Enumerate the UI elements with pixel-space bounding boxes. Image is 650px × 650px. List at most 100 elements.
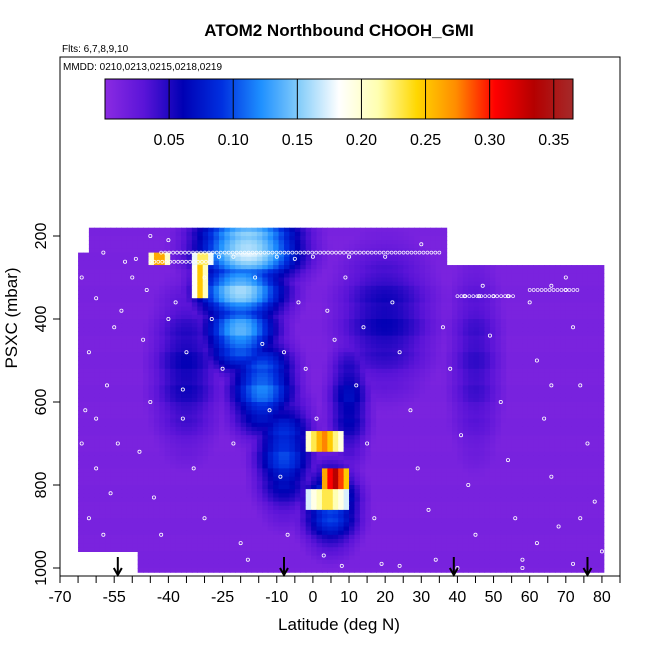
heatmap-cell: [256, 244, 263, 250]
heatmap-cell: [571, 294, 578, 299]
heatmap-cell: [343, 406, 350, 411]
heatmap-cell: [311, 372, 318, 378]
heatmap-cell: [132, 426, 139, 432]
heatmap-cell: [576, 298, 583, 303]
heatmap-cell: [414, 269, 421, 274]
heatmap-cell: [105, 339, 112, 345]
heatmap-cell: [305, 314, 312, 320]
heatmap-cell: [576, 377, 583, 382]
heatmap-cell: [284, 289, 291, 295]
heatmap-cell: [105, 406, 112, 411]
heatmap-cell: [343, 302, 350, 308]
heatmap-cell: [148, 339, 155, 345]
heatmap-cell: [403, 356, 410, 362]
heatmap-cell: [414, 248, 421, 254]
heatmap-cell: [376, 323, 383, 328]
heatmap-cell: [284, 256, 291, 262]
heatmap-cell: [229, 277, 236, 283]
heatmap-cell: [349, 240, 356, 245]
heatmap-cell: [197, 298, 204, 303]
heatmap-cell: [186, 323, 193, 328]
heatmap-cell: [235, 368, 242, 374]
heatmap-cell: [311, 426, 318, 432]
heatmap-cell: [305, 265, 312, 270]
heatmap-cell: [592, 310, 599, 316]
heatmap-cell: [300, 335, 307, 341]
heatmap-cell: [262, 306, 269, 312]
heatmap-cell: [235, 356, 242, 362]
heatmap-cell: [349, 289, 356, 295]
heatmap-cell: [359, 294, 366, 299]
heatmap-cell: [386, 256, 393, 262]
heatmap-cell: [213, 231, 220, 237]
heatmap-cell: [489, 431, 496, 436]
heatmap-cell: [538, 327, 545, 333]
heatmap-cell: [554, 435, 561, 440]
heatmap-cell: [148, 377, 155, 382]
heatmap-cell: [500, 277, 507, 283]
heatmap-cell: [159, 302, 166, 308]
heatmap-cell: [116, 240, 123, 245]
heatmap-cell: [218, 447, 225, 453]
heatmap-cell: [137, 348, 144, 353]
heatmap-cell: [538, 360, 545, 366]
heatmap-cell: [316, 281, 323, 287]
heatmap-cell: [527, 348, 534, 353]
heatmap-cell: [153, 451, 160, 457]
heatmap-cell: [105, 252, 112, 258]
heatmap-cell: [446, 377, 453, 382]
heatmap-cell: [208, 256, 215, 262]
heatmap-cell: [522, 381, 529, 386]
heatmap-cell: [83, 377, 90, 382]
heatmap-cell: [316, 410, 323, 416]
heatmap-cell: [435, 443, 442, 449]
heatmap-cell: [479, 397, 486, 403]
heatmap-cell: [392, 431, 399, 436]
heatmap-cell: [273, 372, 280, 378]
heatmap-cell: [549, 393, 556, 399]
heatmap-cell: [343, 310, 350, 316]
heatmap-cell: [571, 269, 578, 274]
heatmap-cell: [311, 323, 318, 328]
heatmap-cell: [143, 281, 150, 287]
heatmap-cell: [240, 269, 247, 274]
heatmap-cell: [197, 343, 204, 349]
heatmap-cell: [208, 302, 215, 308]
heatmap-cell: [538, 389, 545, 395]
heatmap-cell: [473, 418, 480, 424]
heatmap-cell: [381, 389, 388, 395]
heatmap-cell: [132, 294, 139, 299]
heatmap-cell: [99, 298, 106, 303]
heatmap-cell: [175, 385, 182, 391]
heatmap-cell: [126, 422, 133, 428]
heatmap-cell: [435, 319, 442, 324]
heatmap-cell: [251, 281, 258, 287]
heatmap-cell: [365, 339, 372, 345]
heatmap-cell: [376, 443, 383, 449]
heatmap-cell: [105, 426, 112, 432]
heatmap-cell: [170, 240, 177, 245]
heatmap-cell: [484, 310, 491, 316]
heatmap-cell: [424, 277, 431, 283]
heatmap-cell: [164, 372, 171, 378]
heatmap-cell: [392, 285, 399, 291]
heatmap-cell: [446, 327, 453, 333]
heatmap-cell: [121, 451, 128, 457]
heatmap-cell: [278, 343, 285, 349]
heatmap-cell: [381, 281, 388, 287]
heatmap-cell: [435, 348, 442, 353]
heatmap-cell: [311, 248, 318, 254]
heatmap-cell: [132, 231, 139, 237]
heatmap-cell: [88, 294, 95, 299]
heatmap-cell: [224, 364, 231, 370]
heatmap-cell: [370, 294, 377, 299]
heatmap-cell: [284, 306, 291, 312]
heatmap-cell: [289, 352, 296, 357]
heatmap-cell: [316, 397, 323, 403]
heatmap-cell: [506, 447, 513, 453]
heatmap-cell: [430, 439, 437, 445]
heatmap-cell: [137, 414, 144, 420]
heatmap-cell: [99, 277, 106, 283]
heatmap-cell: [424, 393, 431, 399]
heatmap-cell: [506, 393, 513, 399]
